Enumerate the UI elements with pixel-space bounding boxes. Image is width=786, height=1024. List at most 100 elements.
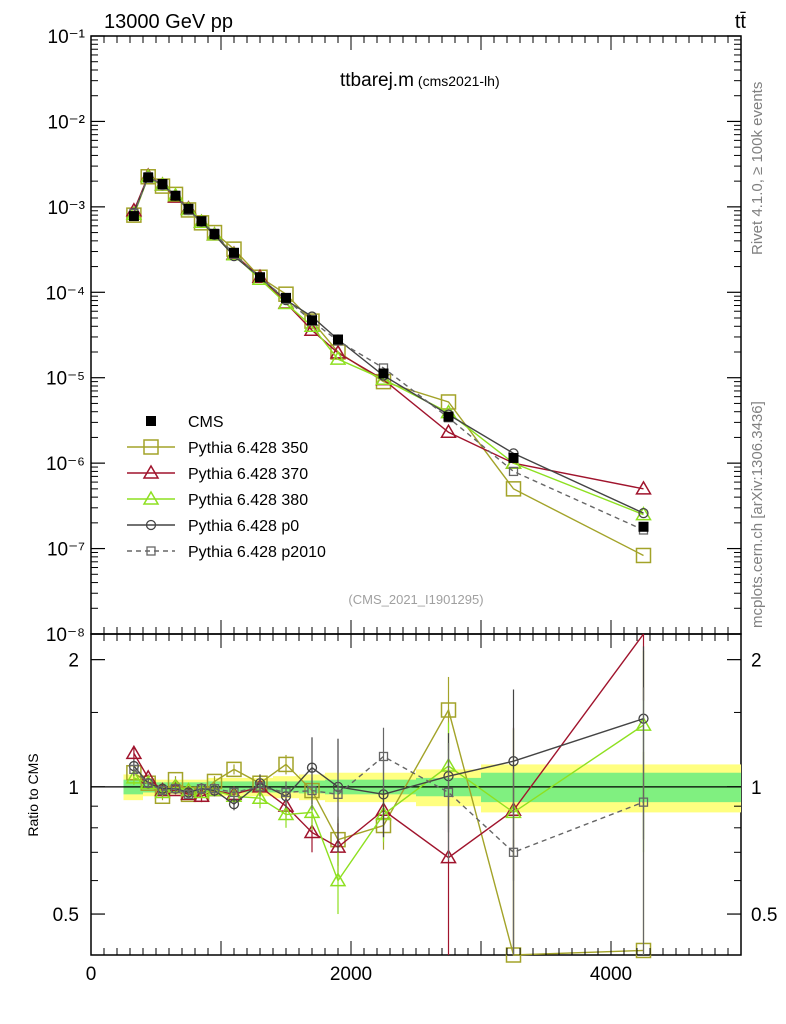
- ratio-y-tick-label: 1: [68, 778, 79, 799]
- main-point: [635, 506, 652, 521]
- y-tick-label: 10⁻³: [48, 198, 86, 219]
- axes: 10⁻⁸ 10⁻⁷ 10⁻⁶ 10⁻⁵ 10⁻⁴ 10⁻³ 10⁻² 10⁻¹ 0 2000 400…: [46, 27, 778, 985]
- legend-label: Pythia 6.428 p2010: [188, 544, 326, 561]
- ratio-point: [129, 764, 139, 775]
- ratio-series-3: [128, 646, 649, 881]
- ratio-point: [125, 744, 143, 760]
- ratio-point: [143, 778, 153, 788]
- y-tick-label: 10⁻⁷: [47, 540, 85, 561]
- main-point: [505, 481, 522, 497]
- ratio-point: [157, 785, 168, 796]
- main-point: [170, 190, 181, 201]
- chart-title-main: ttbarej.m: [340, 70, 414, 91]
- ratio-line: [133, 633, 645, 859]
- ratio-y-tick-label-right: 2: [751, 651, 762, 672]
- y-tick-label: 10⁻⁶: [46, 454, 85, 475]
- ratio-point: [209, 784, 220, 794]
- ratio-y-tick-label: 0.5: [53, 905, 79, 926]
- main-point: [304, 313, 320, 329]
- legend-marker: [146, 416, 156, 426]
- legend-entry-1: Pythia 6.428 350: [127, 439, 308, 457]
- ratio-point: [329, 872, 347, 887]
- legend-marker: [142, 490, 160, 505]
- main-point: [128, 211, 139, 222]
- ratio-point: [307, 785, 317, 796]
- legend-label: Pythia 6.428 350: [188, 440, 308, 457]
- ratio-point: [443, 787, 454, 798]
- ratio-y-tick-label-right: 0.5: [751, 905, 777, 926]
- y-tick-label: 10⁻¹: [48, 27, 86, 48]
- ratio-point: [228, 799, 240, 810]
- main-point: [333, 334, 343, 345]
- legend-marker: [143, 439, 159, 455]
- main-point: [638, 521, 649, 532]
- x-tick-label: 2000: [330, 964, 372, 985]
- x-tick-label: 0: [86, 964, 97, 985]
- main-point: [229, 247, 239, 258]
- main-point: [378, 368, 389, 379]
- main-point: [440, 423, 457, 438]
- legend-marker: [145, 519, 157, 531]
- watermark: (CMS_2021_I1901295): [348, 592, 483, 607]
- header-right: tt̄: [735, 11, 747, 33]
- main-point: [635, 547, 652, 564]
- ratio-point: [281, 787, 291, 798]
- legend-entry-4: Pythia 6.428 p0: [127, 518, 299, 535]
- legend-label: Pythia 6.428 p0: [188, 518, 299, 535]
- main-point: [329, 344, 347, 359]
- ratio-point: [226, 761, 242, 778]
- ratio-point: [508, 847, 519, 857]
- ratio-point: [170, 784, 181, 794]
- x-tick-label: 4000: [590, 964, 632, 985]
- main-point: [157, 179, 168, 190]
- ratio-point: [125, 769, 143, 784]
- main-point: [303, 321, 321, 336]
- ratio-point: [277, 806, 295, 821]
- ratio-line: [133, 717, 644, 806]
- mcplots-label: mcplots.cern.ch [arXiv:1306.3436]: [749, 401, 766, 628]
- y-tick-label: 10⁻²: [48, 112, 86, 133]
- legend-entry-2: Pythia 6.428 370: [127, 464, 308, 483]
- ratio-line: [133, 708, 644, 956]
- ratio-point: [251, 789, 269, 804]
- header-left: 13000 GeV pp: [104, 11, 233, 33]
- main-point: [638, 507, 649, 519]
- ratio-ylabel: Ratio to CMS: [25, 753, 41, 836]
- ratio-point: [303, 803, 321, 819]
- main-point: [508, 466, 519, 477]
- legend: CMS Pythia 6.428 350 Pythia 6.428 370 Pythi…: [127, 414, 326, 561]
- legend-entry-3: Pythia 6.428 380: [127, 490, 308, 509]
- legend-marker: [142, 464, 160, 479]
- main-point: [329, 350, 347, 365]
- ratio-series-group: [125, 633, 652, 963]
- chart-title: ttbarej.m (cms2021-lh): [340, 70, 500, 91]
- ratio-point: [638, 797, 649, 807]
- ratio-y-tick-label-right: 1: [751, 778, 762, 799]
- ratio-series-4: [129, 687, 649, 955]
- main-point: [508, 452, 519, 463]
- main-line: [133, 175, 644, 531]
- ratio-y-tick-label: 2: [68, 651, 79, 672]
- main-point: [440, 394, 457, 410]
- main-point: [635, 480, 652, 495]
- ratio-point: [440, 702, 457, 718]
- main-point: [281, 292, 291, 303]
- y-tick-label: 10⁻⁵: [46, 369, 85, 390]
- ratio-point: [306, 762, 318, 773]
- ratio-point: [255, 782, 265, 792]
- legend-label: CMS: [188, 414, 224, 431]
- legend-marker: [146, 546, 156, 556]
- ratio-point: [440, 849, 457, 864]
- rivet-label: Rivet 4.1.0, ≥ 100k events: [749, 82, 766, 255]
- chart-subtitle: (cms2021-lh): [418, 73, 500, 89]
- main-point: [255, 272, 265, 283]
- ratio-point: [183, 789, 194, 799]
- y-tick-label: 10⁻⁴: [46, 283, 85, 304]
- main-point: [209, 229, 220, 240]
- main-point: [143, 172, 154, 183]
- main-series-group: [125, 167, 652, 564]
- legend-entry-5: Pythia 6.428 p2010: [127, 544, 326, 561]
- ratio-point: [196, 784, 207, 794]
- ratio-point: [229, 787, 239, 798]
